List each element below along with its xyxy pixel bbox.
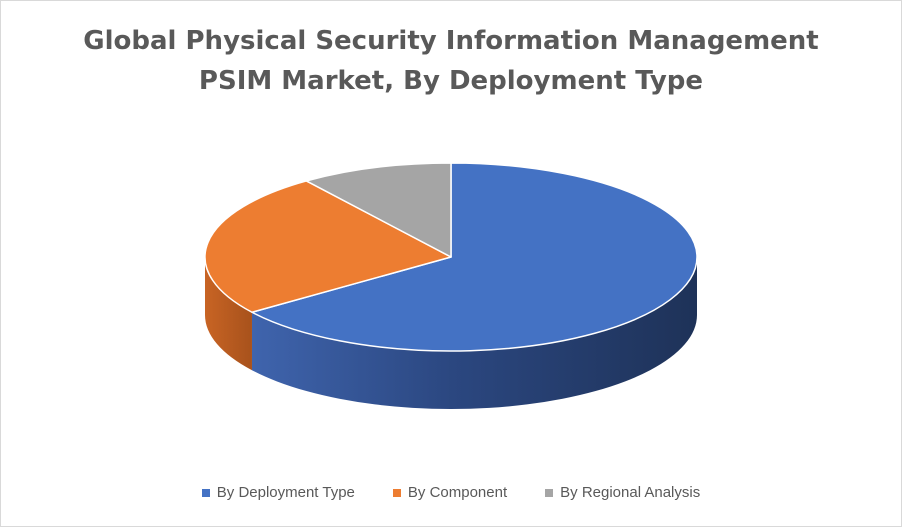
- legend-swatch-regional-analysis: [545, 488, 554, 497]
- legend-label-component: By Component: [407, 484, 508, 501]
- legend-label-regional-analysis: By Regional Analysis: [560, 484, 701, 501]
- pie-tops: [204, 162, 698, 352]
- legend-label-deployment-type: By Deployment Type: [216, 484, 355, 501]
- legend-item-component: By Component: [392, 484, 508, 501]
- legend-item-deployment-type: By Deployment Type: [201, 484, 355, 501]
- legend-item-regional-analysis: By Regional Analysis: [545, 484, 700, 501]
- chart-title-line-2: PSIM Market, By Deployment Type: [198, 66, 704, 96]
- legend-swatch-component: [392, 488, 401, 497]
- pie-slice-deployment-type: [251, 162, 698, 352]
- pie-slice-component: [204, 180, 452, 313]
- legend-swatch-deployment-type: [201, 488, 210, 497]
- pie-slice-regional-analysis: [305, 162, 452, 258]
- pie-side-deployment-type: [251, 257, 698, 409]
- chart-title-line-1: Global Physical Security Information Man…: [83, 26, 819, 56]
- pie-side-component: [205, 257, 252, 371]
- pie-sides: [205, 257, 698, 409]
- chart-title: Global Physical Security Information Man…: [1, 21, 901, 101]
- legend: By Deployment Type By Component By Regio…: [1, 484, 901, 501]
